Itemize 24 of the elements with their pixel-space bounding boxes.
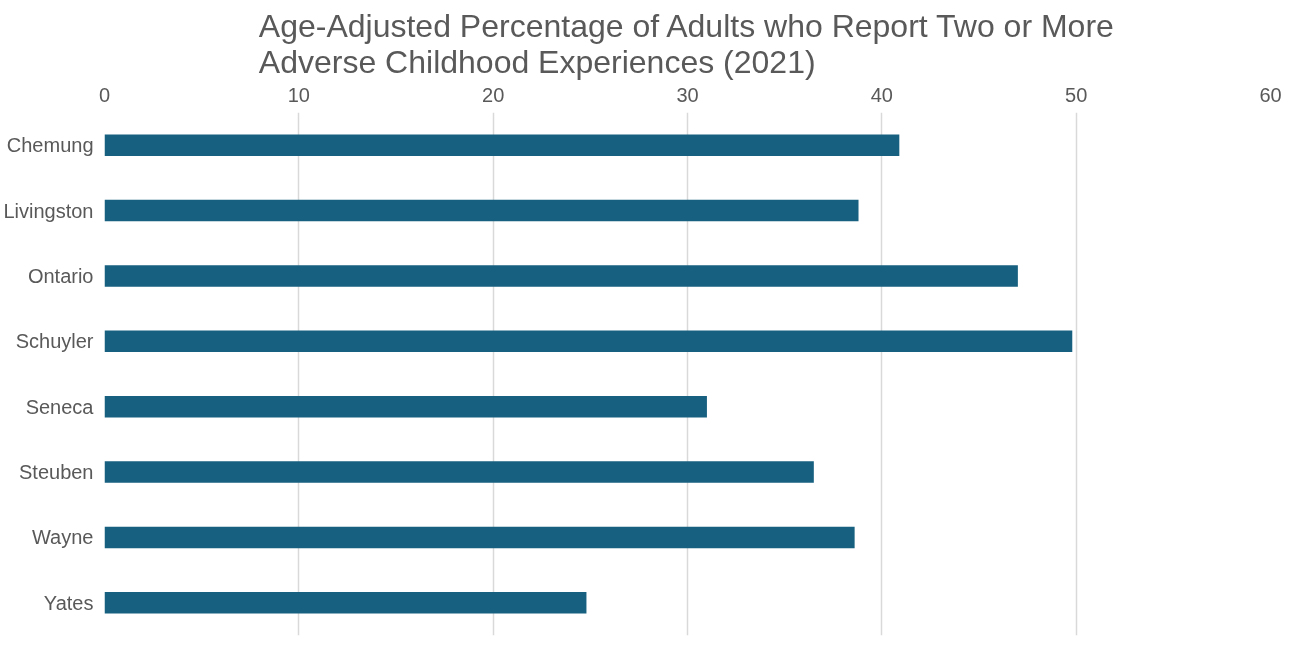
x-tick-label: 40 (870, 83, 893, 106)
y-tick-label: Yates (43, 591, 94, 614)
bar (104, 330, 1073, 353)
bar (104, 265, 1018, 287)
y-tick-label: Schuyler (15, 330, 94, 353)
y-tick-label: Ontario (27, 264, 94, 287)
x-tick-label: 0 (98, 83, 111, 106)
x-tick-label: 60 (1259, 83, 1282, 106)
y-tick-label: Livingston (3, 199, 94, 222)
chart-title: Age-Adjusted Percentage of Adults who Report Two or More Adverse Childhood Experiences (2021) (258, 7, 1114, 80)
bar (104, 526, 855, 549)
x-tick-label: 30 (676, 83, 699, 106)
x-tick-label: 10 (287, 83, 310, 106)
y-tick-label: Seneca (25, 395, 95, 418)
bar (104, 461, 814, 483)
x-tick-label: 20 (482, 83, 505, 106)
y-tick-label: Wayne (32, 526, 94, 549)
bar (104, 592, 587, 614)
bar (104, 199, 859, 222)
x-tick-label: 50 (1065, 83, 1088, 106)
y-tick-label: Chemung (6, 134, 94, 157)
bar (104, 134, 900, 156)
y-tick-label: Steuben (18, 461, 94, 484)
bar (104, 395, 707, 418)
